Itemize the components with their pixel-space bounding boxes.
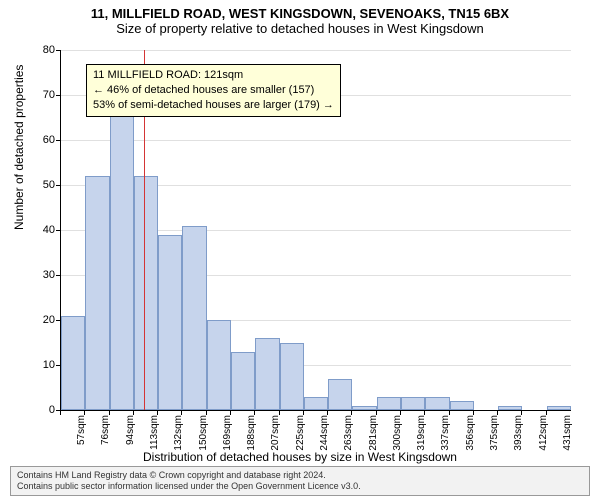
histogram-bar — [498, 406, 522, 411]
x-tick-label: 337sqm — [440, 415, 451, 451]
x-tick — [279, 410, 280, 415]
histogram-bar — [134, 176, 158, 410]
x-tick — [230, 410, 231, 415]
x-tick — [206, 410, 207, 415]
x-tick-label: 150sqm — [198, 415, 209, 451]
chart-title-main: 11, MILLFIELD ROAD, WEST KINGSDOWN, SEVE… — [0, 0, 600, 21]
annotation-line2: ← 46% of detached houses are smaller (15… — [93, 83, 334, 98]
histogram-bar — [547, 406, 571, 411]
x-tick — [424, 410, 425, 415]
x-tick — [546, 410, 547, 415]
x-tick-label: 132sqm — [173, 415, 184, 451]
grid-line — [61, 50, 571, 51]
y-tick-label: 80 — [25, 44, 55, 56]
histogram-bar — [377, 397, 401, 411]
histogram-bar — [450, 401, 474, 410]
chart-area: 11 MILLFIELD ROAD: 121sqm← 46% of detach… — [60, 50, 570, 410]
x-tick-label: 356sqm — [465, 415, 476, 451]
histogram-bar — [401, 397, 425, 411]
x-tick-label: 281sqm — [368, 415, 379, 451]
y-tick-label: 40 — [25, 224, 55, 236]
histogram-bar — [328, 379, 352, 411]
x-tick — [497, 410, 498, 415]
x-tick — [327, 410, 328, 415]
histogram-bar — [182, 226, 206, 411]
histogram-bar — [207, 320, 231, 410]
y-tick-label: 20 — [25, 314, 55, 326]
x-tick-label: 319sqm — [416, 415, 427, 451]
x-tick — [181, 410, 182, 415]
x-tick-label: 225sqm — [295, 415, 306, 451]
x-tick-label: 94sqm — [125, 415, 136, 445]
x-tick-label: 207sqm — [270, 415, 281, 451]
y-tick-label: 0 — [25, 404, 55, 416]
y-tick-label: 30 — [25, 269, 55, 281]
annotation-line3: 53% of semi-detached houses are larger (… — [93, 98, 334, 113]
x-tick-label: 375sqm — [489, 415, 500, 451]
x-axis-label: Distribution of detached houses by size … — [0, 450, 600, 464]
x-tick — [84, 410, 85, 415]
annotation-box: 11 MILLFIELD ROAD: 121sqm← 46% of detach… — [86, 64, 341, 117]
chart-container: 11, MILLFIELD ROAD, WEST KINGSDOWN, SEVE… — [0, 0, 600, 500]
y-tick-label: 60 — [25, 134, 55, 146]
y-tick — [56, 50, 61, 51]
histogram-bar — [352, 406, 376, 411]
y-tick-label: 10 — [25, 359, 55, 371]
x-tick-label: 300sqm — [392, 415, 403, 451]
x-tick-label: 263sqm — [343, 415, 354, 451]
histogram-bar — [110, 109, 134, 411]
x-tick — [254, 410, 255, 415]
x-tick-label: 412sqm — [538, 415, 549, 451]
x-tick — [376, 410, 377, 415]
x-tick — [133, 410, 134, 415]
x-tick — [473, 410, 474, 415]
histogram-bar — [304, 397, 328, 411]
x-tick-label: 244sqm — [319, 415, 330, 451]
y-tick — [56, 95, 61, 96]
x-tick — [157, 410, 158, 415]
x-tick — [303, 410, 304, 415]
x-tick-label: 431sqm — [562, 415, 573, 451]
x-tick — [400, 410, 401, 415]
y-axis-label: Number of detached properties — [12, 65, 26, 230]
annotation-line1: 11 MILLFIELD ROAD: 121sqm — [93, 68, 334, 83]
y-tick-label: 70 — [25, 89, 55, 101]
footer-attribution: Contains HM Land Registry data © Crown c… — [10, 466, 590, 497]
grid-line — [61, 140, 571, 141]
histogram-bar — [425, 397, 449, 411]
histogram-bar — [280, 343, 304, 411]
x-tick-label: 169sqm — [222, 415, 233, 451]
histogram-bar — [158, 235, 182, 411]
y-tick — [56, 185, 61, 186]
x-tick-label: 393sqm — [513, 415, 524, 451]
y-tick — [56, 275, 61, 276]
y-tick-label: 50 — [25, 179, 55, 191]
chart-title-sub: Size of property relative to detached ho… — [0, 21, 600, 40]
plot-region: 11 MILLFIELD ROAD: 121sqm← 46% of detach… — [60, 50, 571, 411]
histogram-bar — [61, 316, 85, 411]
footer-line2: Contains public sector information licen… — [17, 481, 583, 492]
x-tick-label: 57sqm — [76, 415, 87, 445]
x-tick-label: 76sqm — [100, 415, 111, 445]
footer-line1: Contains HM Land Registry data © Crown c… — [17, 470, 583, 481]
x-tick — [60, 410, 61, 415]
y-tick — [56, 140, 61, 141]
histogram-bar — [85, 176, 109, 410]
x-tick-label: 188sqm — [246, 415, 257, 451]
x-tick-label: 113sqm — [149, 415, 160, 450]
x-tick — [521, 410, 522, 415]
x-tick — [109, 410, 110, 415]
histogram-bar — [231, 352, 255, 411]
x-tick — [449, 410, 450, 415]
x-tick — [351, 410, 352, 415]
y-tick — [56, 230, 61, 231]
histogram-bar — [255, 338, 279, 410]
